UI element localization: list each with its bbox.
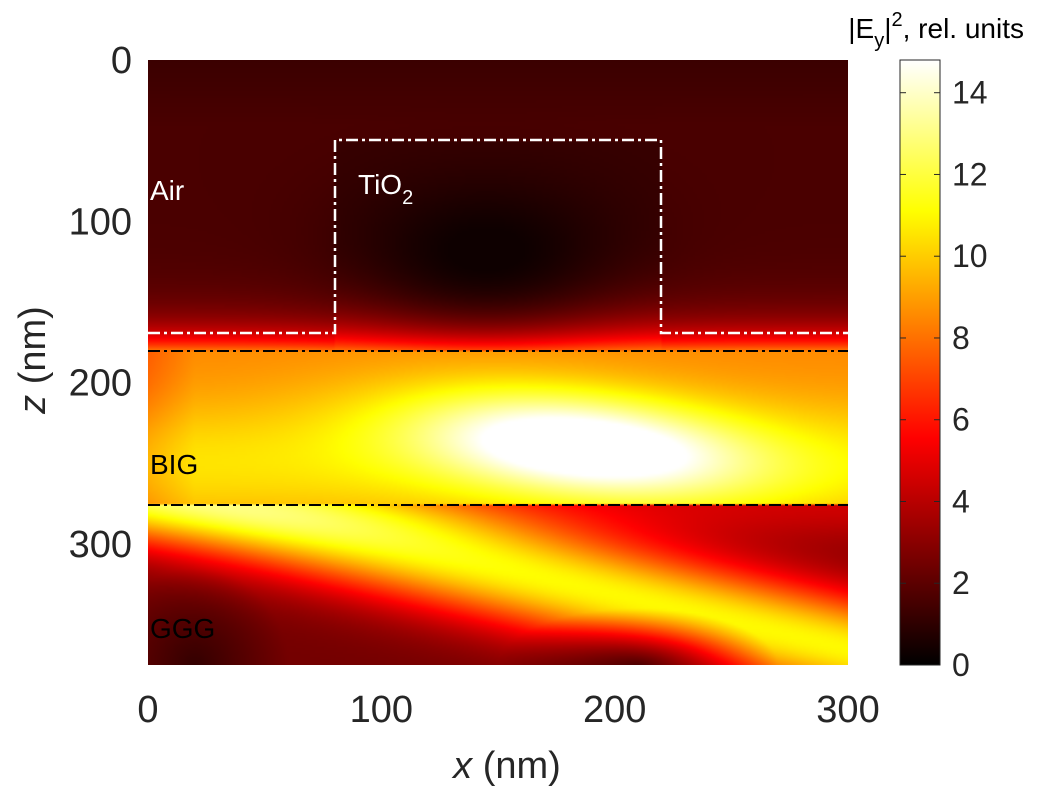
tio2-label-sub: 2: [402, 187, 413, 209]
colorbar-tick-label: 10: [952, 238, 988, 274]
y-axis-var: z: [12, 395, 54, 415]
x-tick-label: 300: [816, 689, 879, 731]
y-tick-label: 200: [69, 363, 132, 405]
colorbar-label: |Ey|2, rel. units: [848, 9, 1024, 52]
region-labels: Air TiO2 BIG GGG: [150, 169, 413, 644]
ggg-label: GGG: [150, 613, 215, 644]
colorbar-tick-label: 6: [952, 402, 970, 438]
field-intensity-map: [148, 60, 848, 665]
colorbar-label-prefix: |E: [848, 13, 874, 44]
y-axis-label: z (nm): [12, 306, 54, 415]
colorbar-label-sup: 2: [891, 9, 902, 31]
y-axis: 0 100 200 300 z (nm): [12, 40, 132, 566]
colorbar-tick-label: 4: [952, 483, 970, 519]
colorbar-tick-label: 8: [952, 320, 970, 356]
x-tick-label: 0: [137, 689, 158, 731]
big-label: BIG: [150, 449, 198, 480]
tio2-label: TiO2: [358, 169, 413, 209]
x-tick-label: 200: [583, 689, 646, 731]
colorbar-tick-label: 0: [952, 647, 970, 683]
structure-outlines: [148, 138, 848, 506]
x-axis-unit: (nm): [472, 745, 561, 787]
heatmap-plot: [148, 60, 848, 665]
colorbar-label-suffix: , rel. units: [903, 13, 1024, 44]
y-tick-label: 100: [69, 201, 132, 243]
y-tick-label: 0: [111, 40, 132, 82]
x-axis-var: x: [451, 745, 474, 787]
colorbar-label-sub: y: [874, 30, 884, 52]
y-tick-label: 300: [69, 524, 132, 566]
colorbar-gradient: [899, 59, 941, 666]
x-axis: 0 100 200 300 x (nm): [137, 689, 879, 787]
colorbar-tick-label: 12: [952, 156, 988, 192]
y-axis-unit: (nm): [12, 306, 54, 395]
x-tick-label: 100: [350, 689, 413, 731]
air-tio2-outline: [148, 138, 848, 335]
colorbar-tick-label: 2: [952, 565, 970, 601]
colorbar-label-bar: |: [884, 13, 891, 44]
air-label: Air: [150, 175, 184, 206]
x-axis-label: x (nm): [451, 745, 561, 787]
tio2-label-main: TiO: [358, 169, 402, 200]
colorbar-tick-label: 14: [952, 75, 988, 111]
